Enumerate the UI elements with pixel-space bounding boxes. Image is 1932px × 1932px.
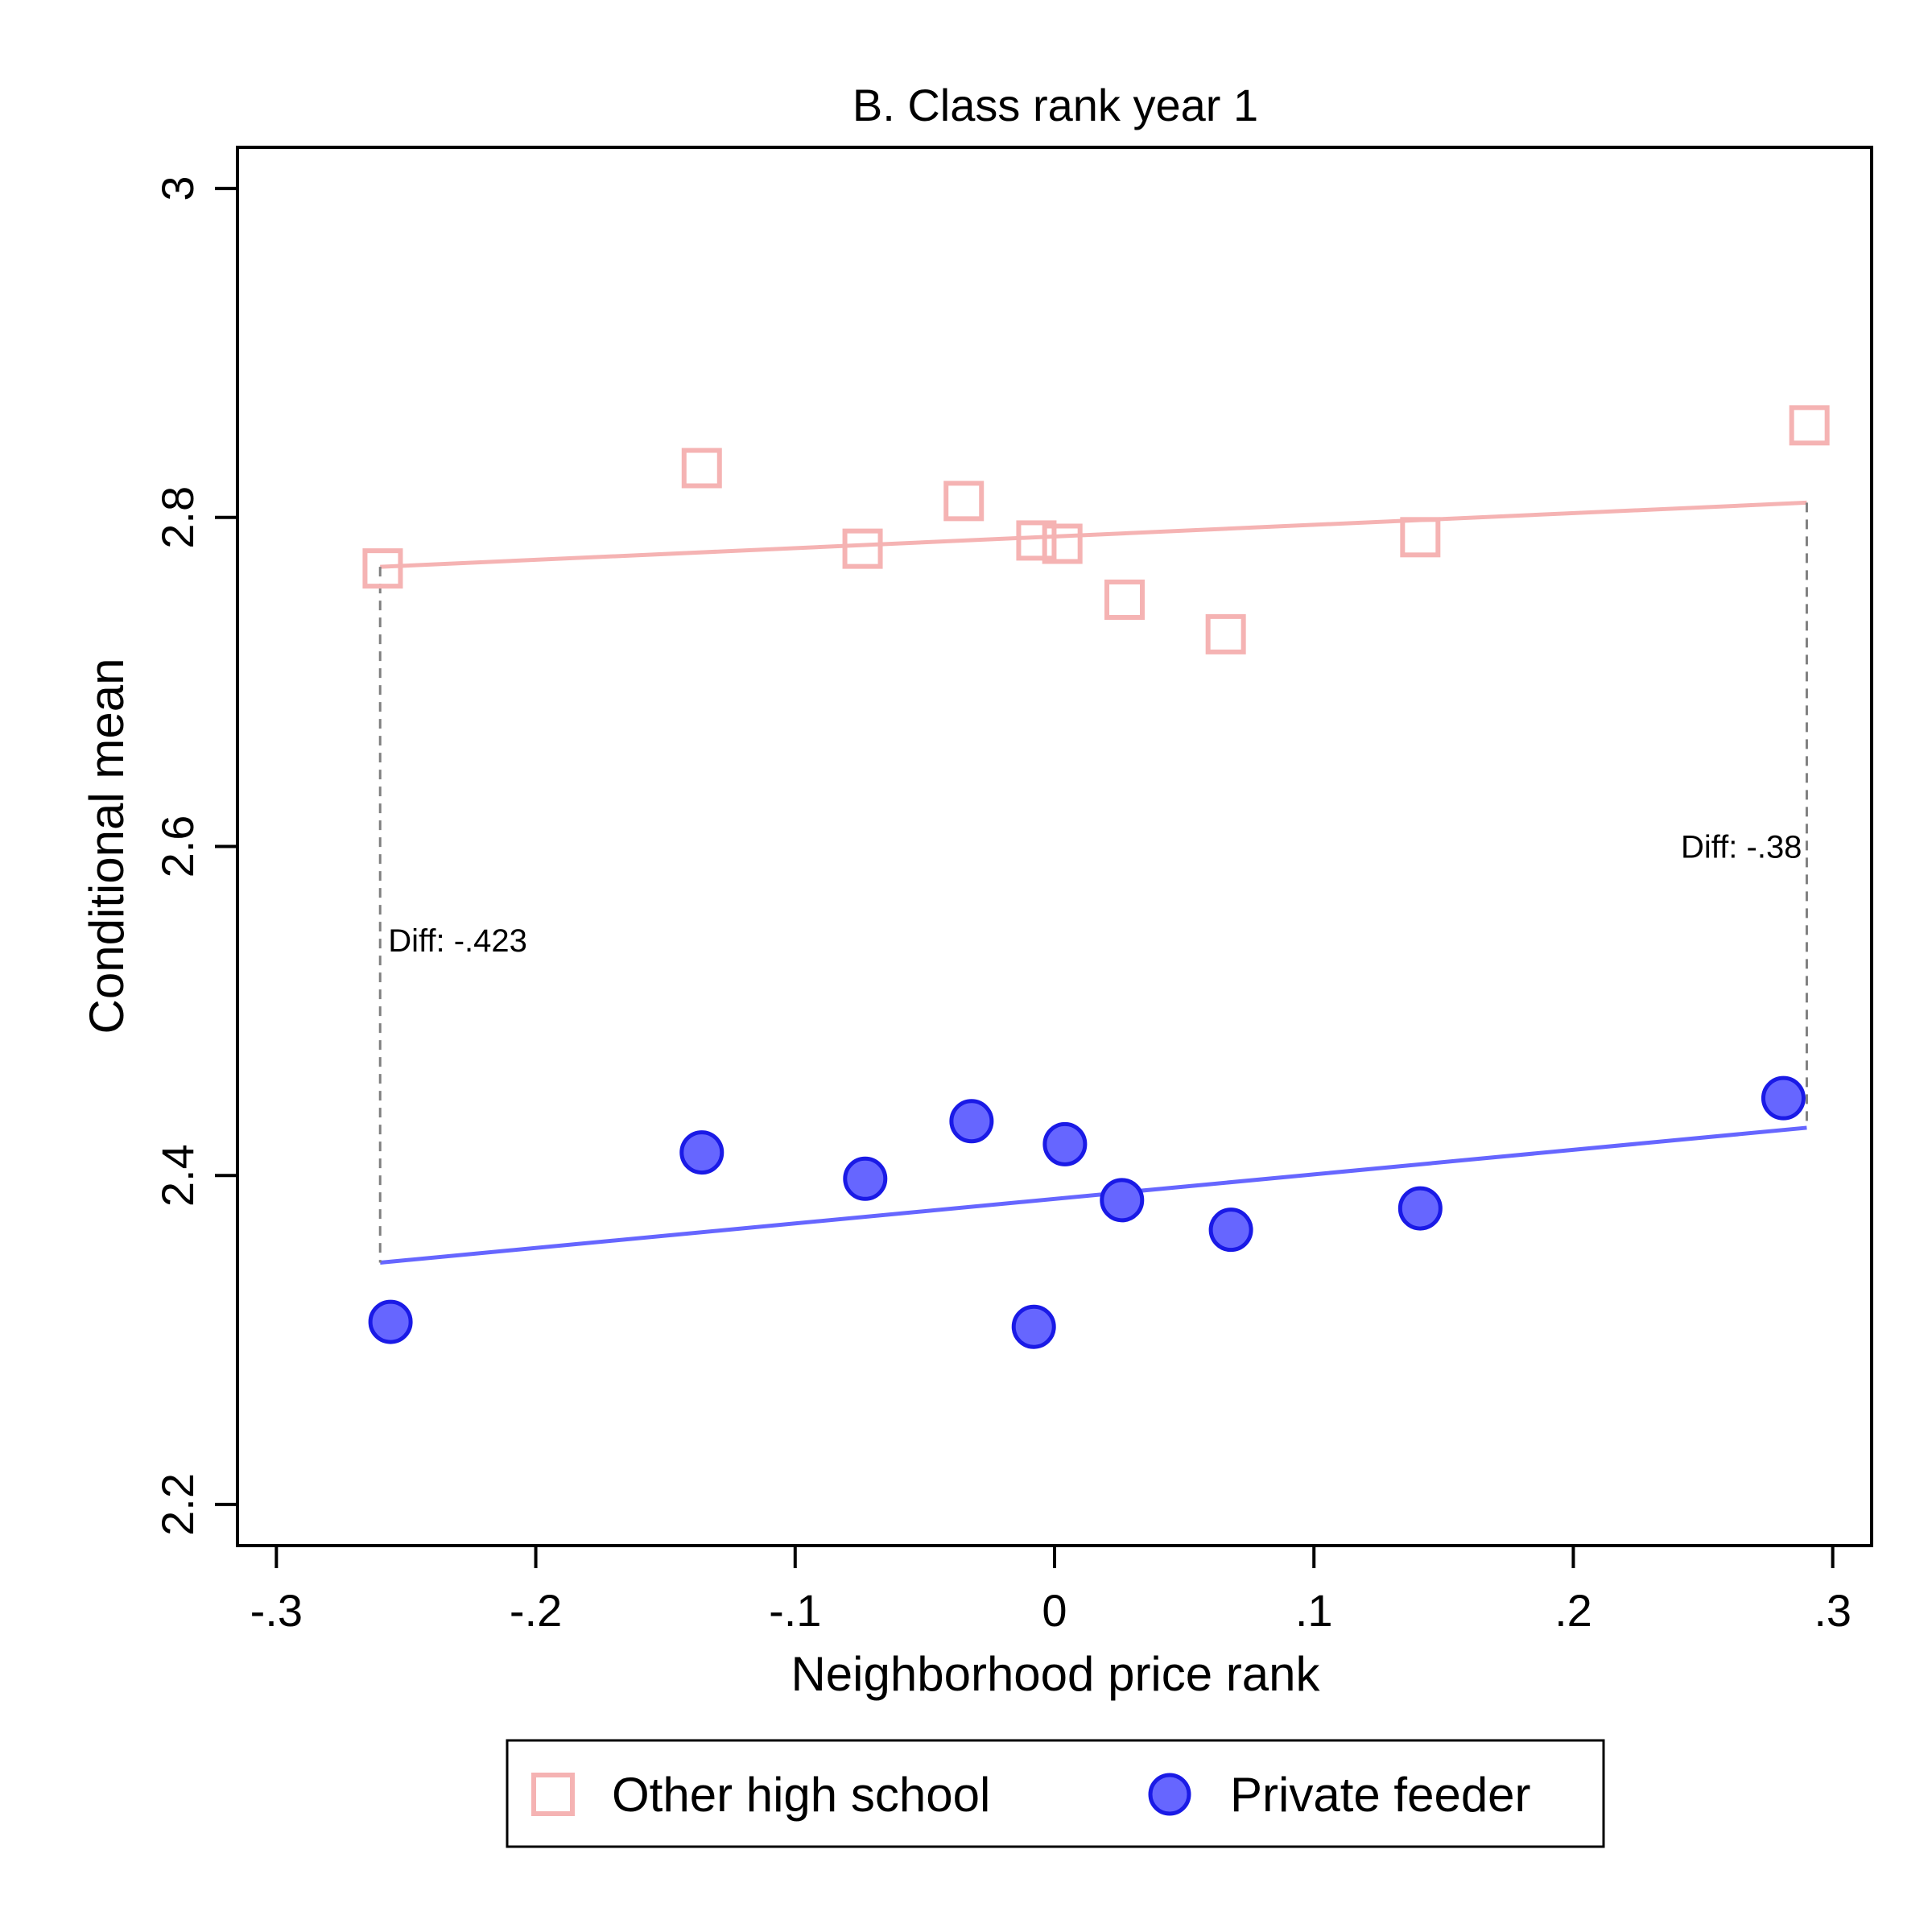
point-other-high-school <box>1789 405 1830 446</box>
x-tick-label: -.2 <box>510 1585 562 1636</box>
point-private-feeder <box>1100 1178 1145 1223</box>
x-tick-label: -.3 <box>250 1585 303 1636</box>
legend-marker-private-feeder <box>1148 1773 1191 1816</box>
y-axis: 2.2 2.4 2.6 2.8 3 <box>152 176 237 1536</box>
fit-line-private-feeder <box>379 1125 1807 1265</box>
diff-label: Diff: -.423 <box>388 923 527 959</box>
point-private-feeder <box>949 1099 994 1144</box>
point-other-high-school <box>842 528 883 569</box>
point-private-feeder <box>368 1299 413 1344</box>
point-other-high-school <box>1400 517 1441 558</box>
legend-label-other-high-school: Other high school <box>612 1768 990 1822</box>
fit-line-other-high-school <box>380 500 1807 569</box>
data-points <box>362 405 1830 1349</box>
x-tick-label: -.1 <box>769 1585 821 1636</box>
point-private-feeder <box>1011 1304 1056 1349</box>
x-tick-label: .1 <box>1295 1585 1333 1636</box>
point-other-high-school <box>681 448 722 489</box>
point-private-feeder <box>1042 1121 1088 1166</box>
y-tick-label: 2.2 <box>152 1473 203 1536</box>
y-tick-label: 3 <box>152 176 203 201</box>
chart-title: B. Class rank year 1 <box>852 80 1258 130</box>
point-private-feeder <box>1208 1208 1253 1253</box>
point-private-feeder <box>843 1156 888 1201</box>
point-other-high-school <box>1042 523 1083 564</box>
fit-lines <box>379 500 1807 1265</box>
x-tick-label: .2 <box>1554 1585 1592 1636</box>
point-private-feeder <box>1397 1186 1443 1231</box>
diff-annotations: Diff: -.423 Diff: -.38 <box>378 502 1808 1263</box>
y-tick-label: 2.4 <box>152 1144 203 1207</box>
point-other-high-school <box>943 481 985 522</box>
diff-label: Diff: -.38 <box>1681 830 1802 865</box>
x-axis: -.3 -.2 -.1 0 .1 .2 .3 <box>250 1546 1852 1636</box>
x-tick-label: 0 <box>1042 1585 1067 1636</box>
point-private-feeder <box>679 1130 724 1175</box>
legend-marker-other-high-school <box>531 1773 575 1816</box>
x-axis-title: Neighborhood price rank <box>791 1647 1320 1701</box>
legend-label-private-feeder: Private feeder <box>1230 1768 1531 1822</box>
legend-box <box>506 1739 1605 1848</box>
point-private-feeder <box>1761 1075 1806 1121</box>
y-tick-label: 2.8 <box>152 486 203 549</box>
x-tick-label: .3 <box>1814 1585 1852 1636</box>
point-other-high-school <box>1016 520 1057 561</box>
y-tick-label: 2.6 <box>152 815 203 878</box>
legend: Other high school Private feeder <box>506 1739 1605 1848</box>
point-other-high-school <box>1104 579 1145 620</box>
point-other-high-school <box>362 548 403 589</box>
point-other-high-school <box>1205 613 1246 654</box>
y-axis-title: Conditional mean <box>80 658 134 1034</box>
plot-frame <box>236 146 1873 1547</box>
